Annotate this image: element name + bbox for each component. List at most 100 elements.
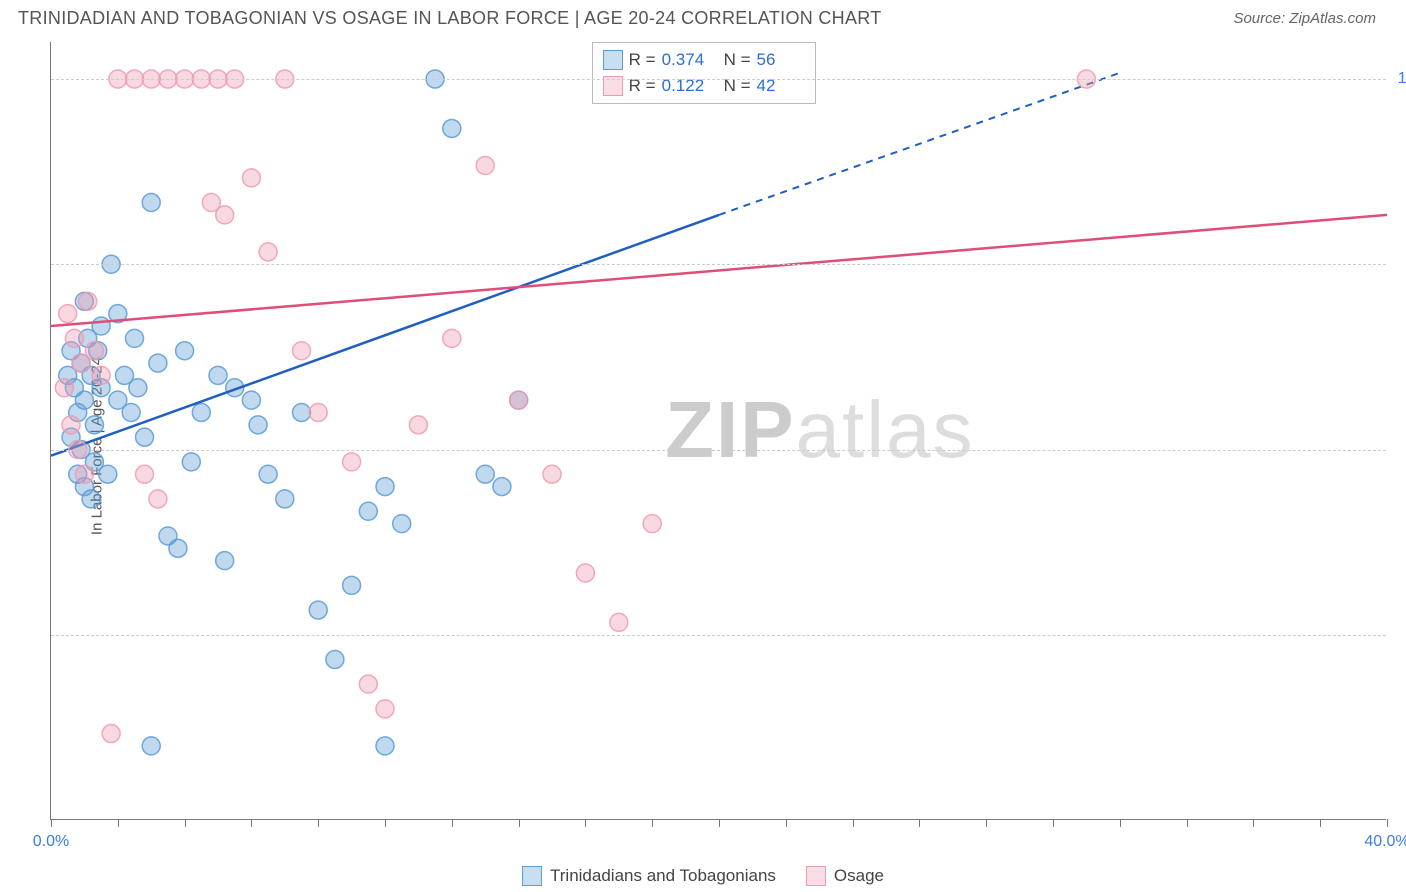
x-tick	[1387, 819, 1388, 827]
legend-label: Osage	[834, 866, 884, 886]
legend-label: Trinidadians and Tobagonians	[550, 866, 776, 886]
data-point	[409, 416, 427, 434]
x-tick	[1053, 819, 1054, 827]
regression-line	[51, 215, 1387, 326]
x-tick	[786, 819, 787, 827]
plot-area: ZIPatlas R =0.374N =56R =0.122N =42 55.0…	[50, 42, 1386, 820]
data-point	[610, 613, 628, 631]
data-point	[242, 169, 260, 187]
data-point	[216, 206, 234, 224]
data-point	[92, 317, 110, 335]
data-point	[182, 453, 200, 471]
x-tick	[385, 819, 386, 827]
x-tick	[318, 819, 319, 827]
data-point	[576, 564, 594, 582]
gridline-h	[51, 635, 1386, 636]
data-point	[309, 601, 327, 619]
data-point	[309, 403, 327, 421]
x-tick	[719, 819, 720, 827]
x-tick	[251, 819, 252, 827]
data-point	[75, 465, 93, 483]
data-point	[65, 329, 83, 347]
data-point	[326, 650, 344, 668]
x-tick	[1120, 819, 1121, 827]
data-point	[75, 391, 93, 409]
data-point	[510, 391, 528, 409]
legend-item: Trinidadians and Tobagonians	[522, 866, 776, 886]
legend-swatch	[603, 50, 623, 70]
data-point	[476, 465, 494, 483]
data-point	[55, 379, 73, 397]
data-point	[99, 465, 117, 483]
x-tick	[1187, 819, 1188, 827]
x-tick	[185, 819, 186, 827]
data-point	[126, 329, 144, 347]
data-point	[209, 366, 227, 384]
chart-title: TRINIDADIAN AND TOBAGONIAN VS OSAGE IN L…	[18, 8, 882, 29]
data-point	[476, 156, 494, 174]
data-point	[102, 725, 120, 743]
data-point	[293, 403, 311, 421]
x-tick-label: 40.0%	[1364, 833, 1406, 851]
data-point	[343, 453, 361, 471]
bottom-legend: Trinidadians and Tobagonians Osage	[522, 866, 884, 886]
x-tick	[51, 819, 52, 827]
r-label: R =	[629, 50, 656, 70]
n-value: 56	[757, 50, 805, 70]
data-point	[493, 478, 511, 496]
gridline-h	[51, 450, 1386, 451]
legend-item: Osage	[806, 866, 884, 886]
stats-legend: R =0.374N =56R =0.122N =42	[592, 42, 816, 104]
x-tick	[986, 819, 987, 827]
legend-swatch	[522, 866, 542, 886]
x-tick	[585, 819, 586, 827]
data-point	[259, 465, 277, 483]
x-tick	[652, 819, 653, 827]
stats-legend-row: R =0.374N =56	[603, 47, 805, 73]
data-point	[136, 428, 154, 446]
data-point	[359, 675, 377, 693]
data-point	[192, 403, 210, 421]
data-point	[293, 342, 311, 360]
data-point	[136, 465, 154, 483]
data-point	[149, 354, 167, 372]
x-tick	[519, 819, 520, 827]
x-tick	[1320, 819, 1321, 827]
data-point	[79, 292, 97, 310]
data-point	[129, 379, 147, 397]
legend-swatch	[806, 866, 826, 886]
r-value: 0.374	[662, 50, 710, 70]
data-point	[122, 403, 140, 421]
data-point	[443, 119, 461, 137]
data-point	[359, 502, 377, 520]
data-point	[176, 342, 194, 360]
source-label: Source: ZipAtlas.com	[1233, 10, 1376, 27]
data-point	[443, 329, 461, 347]
scatter-plot	[51, 42, 1386, 819]
data-point	[142, 194, 160, 212]
data-point	[393, 515, 411, 533]
data-point	[376, 737, 394, 755]
data-point	[276, 490, 294, 508]
data-point	[85, 342, 103, 360]
data-point	[82, 490, 100, 508]
x-tick	[1253, 819, 1254, 827]
data-point	[249, 416, 267, 434]
data-point	[169, 539, 187, 557]
data-point	[543, 465, 561, 483]
data-point	[259, 243, 277, 261]
data-point	[643, 515, 661, 533]
data-point	[216, 552, 234, 570]
gridline-h	[51, 264, 1386, 265]
x-tick	[919, 819, 920, 827]
x-tick	[452, 819, 453, 827]
data-point	[92, 366, 110, 384]
data-point	[343, 576, 361, 594]
x-tick-label: 0.0%	[33, 833, 69, 851]
regression-line	[51, 215, 719, 456]
data-point	[376, 700, 394, 718]
y-tick-label: 100.0%	[1398, 70, 1406, 88]
x-tick	[853, 819, 854, 827]
gridline-h	[51, 79, 1386, 80]
data-point	[242, 391, 260, 409]
